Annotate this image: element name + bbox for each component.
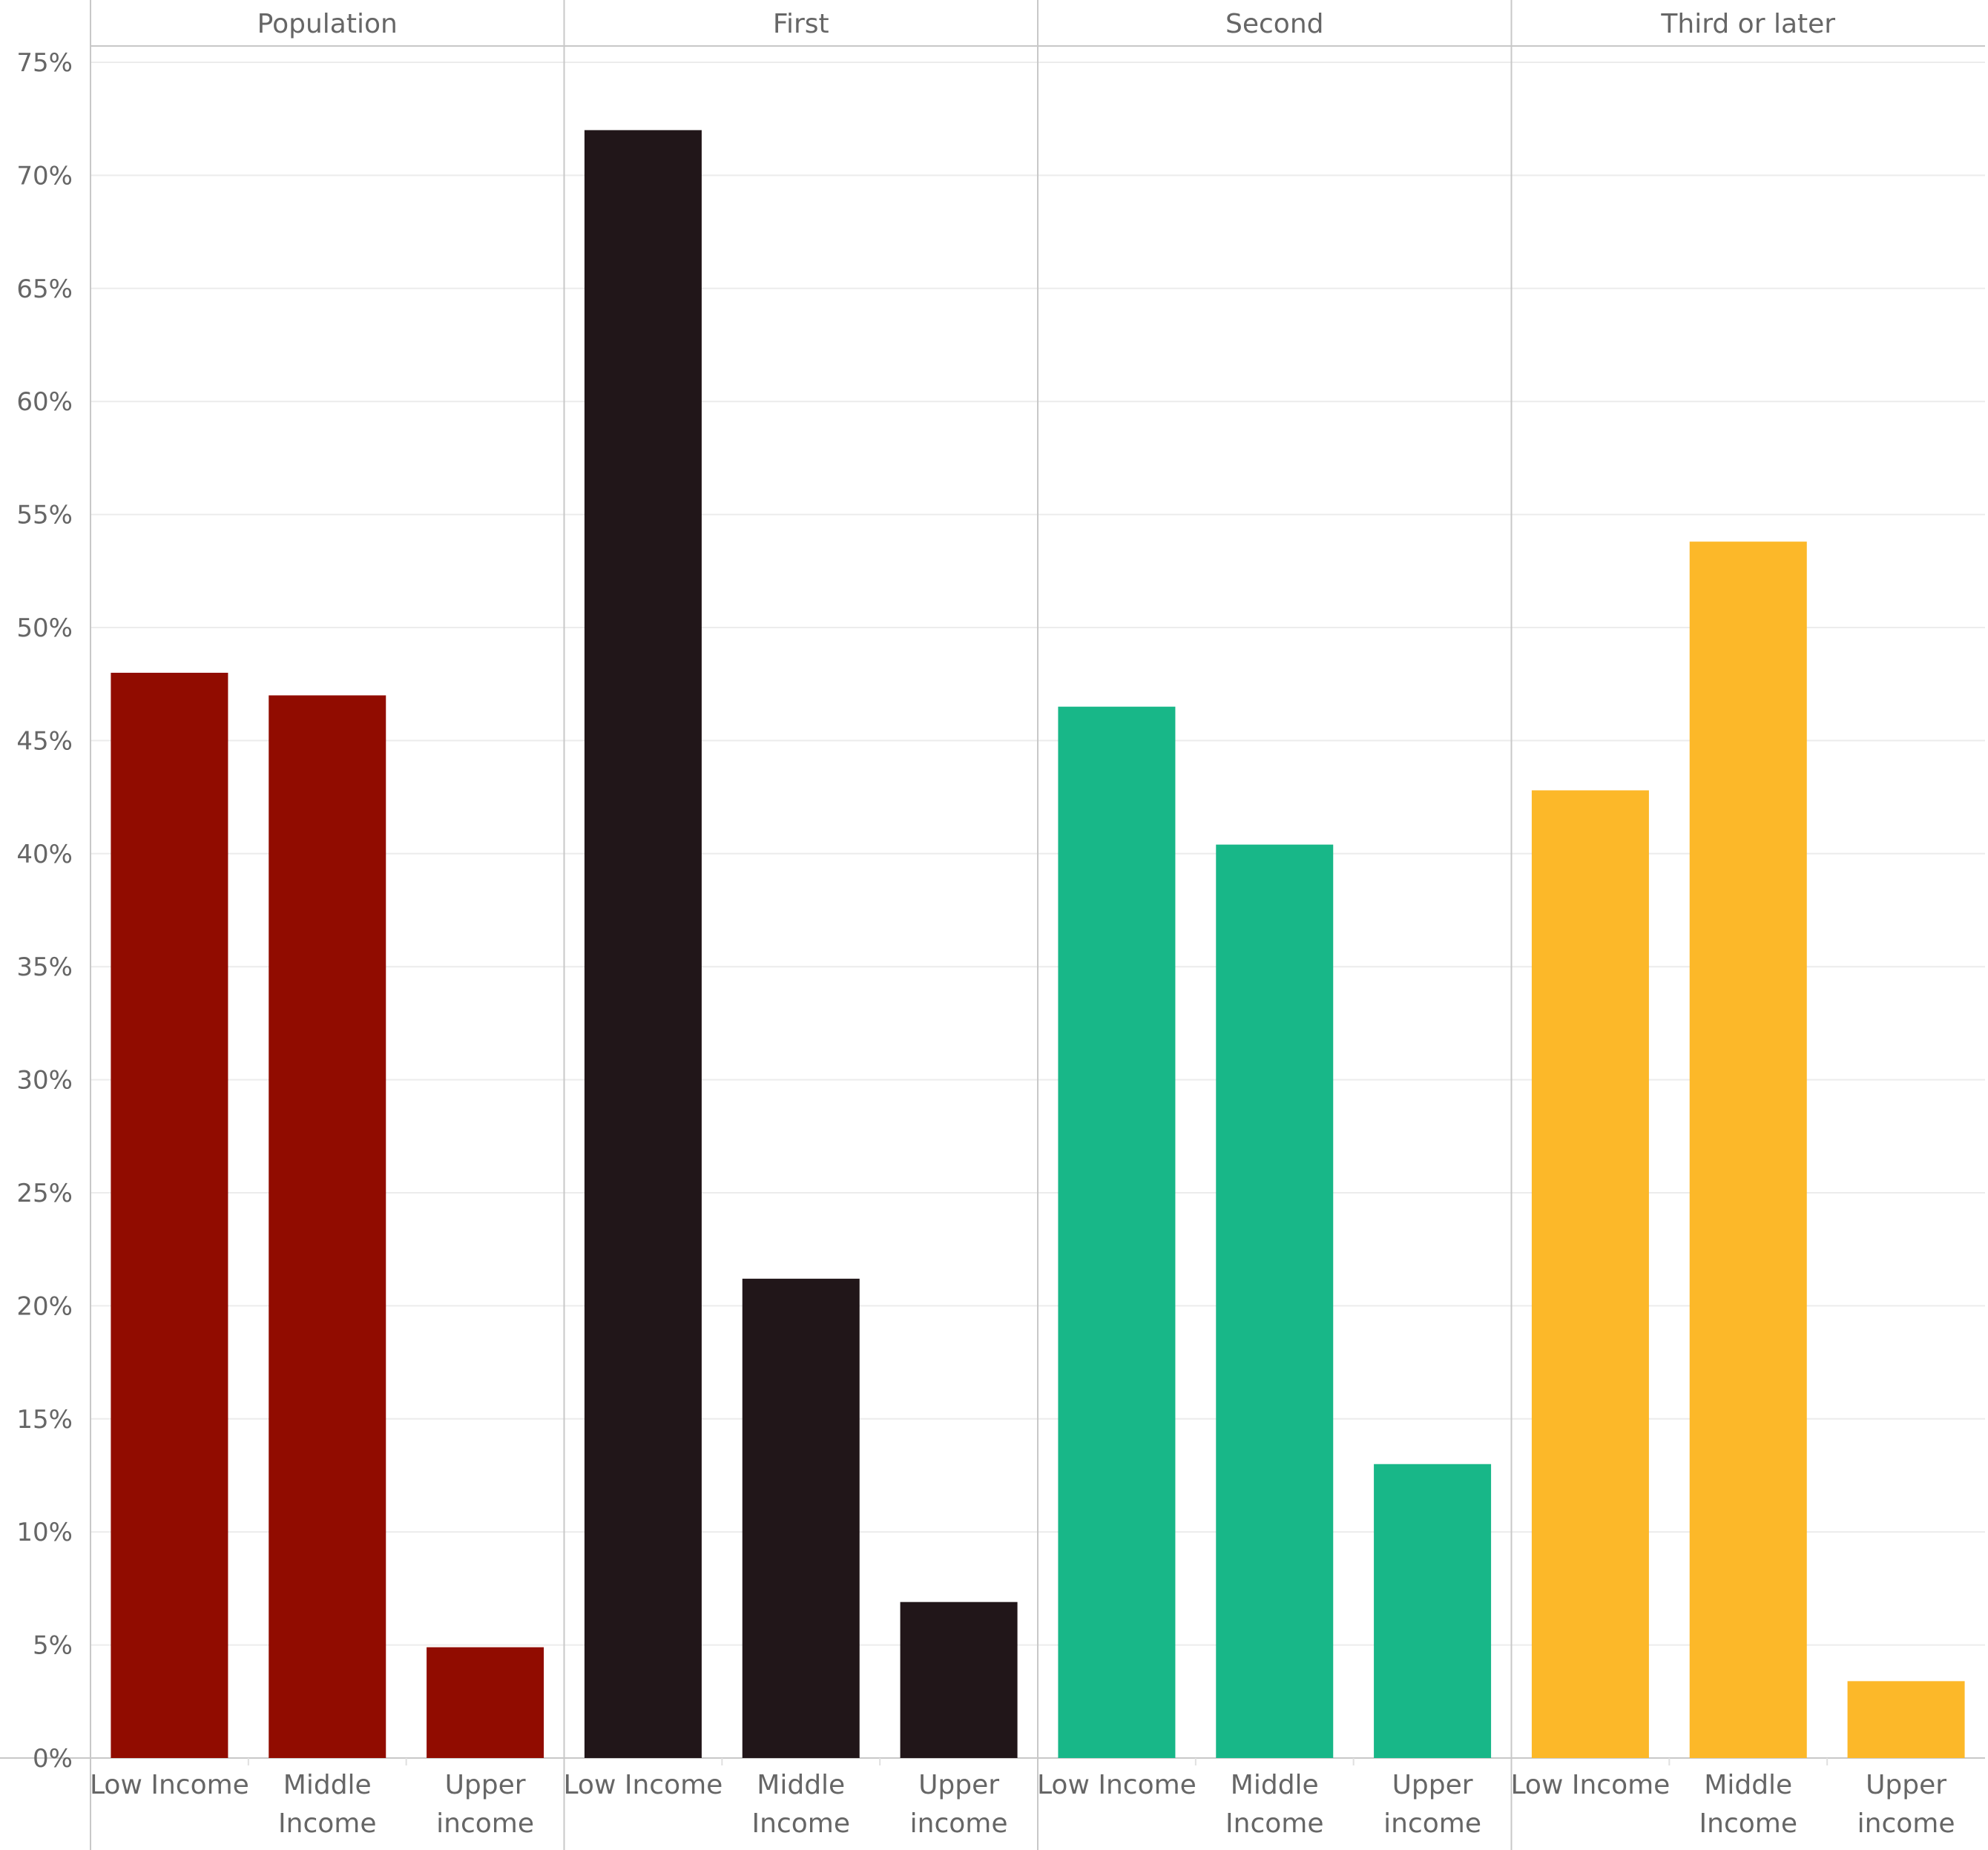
y-tick-label: 65% <box>16 274 73 304</box>
bar-population-middle-income <box>269 695 386 1759</box>
bar-first-low-income <box>584 130 702 1759</box>
bar-first-upper-income <box>900 1602 1018 1758</box>
bar-third-or-later-middle-income <box>1689 541 1807 1758</box>
category-label: Middle Income <box>1225 1770 1323 1839</box>
category-label: Middle Income <box>752 1770 850 1839</box>
category-label: Upper income <box>1857 1770 1955 1839</box>
y-tick-label: 35% <box>16 952 73 982</box>
category-label: Low Income <box>564 1770 723 1800</box>
y-tick-label: 20% <box>16 1291 73 1321</box>
panel-headers: Population First Second Third or later <box>257 9 1836 39</box>
category-label: Middle Income <box>278 1770 376 1839</box>
panel-header-first: First <box>773 9 829 39</box>
category-label: Low Income <box>1511 1770 1671 1800</box>
y-axis-tick-labels: 0% 5% 10% 15% 20% 25% 30% 35% 40% 45% 50% 55% 60% 65%… <box>16 48 73 1774</box>
y-tick-label: 50% <box>16 613 73 643</box>
y-tick-label: 75% <box>16 48 73 78</box>
bar-population-upper-income <box>427 1647 544 1758</box>
y-tick-label: 5% <box>33 1631 73 1661</box>
category-labels: Low Income Middle Income Upper income Low Inc… <box>90 1770 1955 1839</box>
category-label: Low Income <box>1037 1770 1197 1800</box>
bars <box>111 130 1965 1759</box>
y-tick-label: 40% <box>16 840 73 869</box>
category-label: Low Income <box>90 1770 249 1800</box>
bar-population-low-income <box>111 672 228 1759</box>
category-label: Upper income <box>1383 1770 1481 1839</box>
y-tick-label: 45% <box>16 726 73 756</box>
category-label: Upper income <box>436 1770 534 1839</box>
panel-header-third-or-later: Third or later <box>1660 9 1835 39</box>
category-label: Middle Income <box>1699 1770 1797 1839</box>
category-label: Upper income <box>910 1770 1008 1839</box>
panel-header-second: Second <box>1225 9 1324 39</box>
y-tick-label: 70% <box>16 161 73 191</box>
panel-header-population: Population <box>257 9 398 39</box>
y-tick-label: 15% <box>16 1405 73 1435</box>
bar-second-upper-income <box>1374 1464 1492 1758</box>
y-tick-label: 55% <box>16 501 73 530</box>
bar-third-or-later-low-income <box>1531 790 1649 1758</box>
y-tick-label: 0% <box>33 1744 73 1774</box>
bar-first-middle-income <box>742 1278 860 1758</box>
y-tick-label: 10% <box>16 1518 73 1547</box>
y-tick-label: 60% <box>16 387 73 417</box>
y-tick-label: 30% <box>16 1066 73 1096</box>
y-tick-label: 25% <box>16 1179 73 1208</box>
bar-second-middle-income <box>1216 844 1334 1758</box>
bar-third-or-later-upper-income <box>1847 1681 1965 1758</box>
bar-second-low-income <box>1058 706 1176 1759</box>
